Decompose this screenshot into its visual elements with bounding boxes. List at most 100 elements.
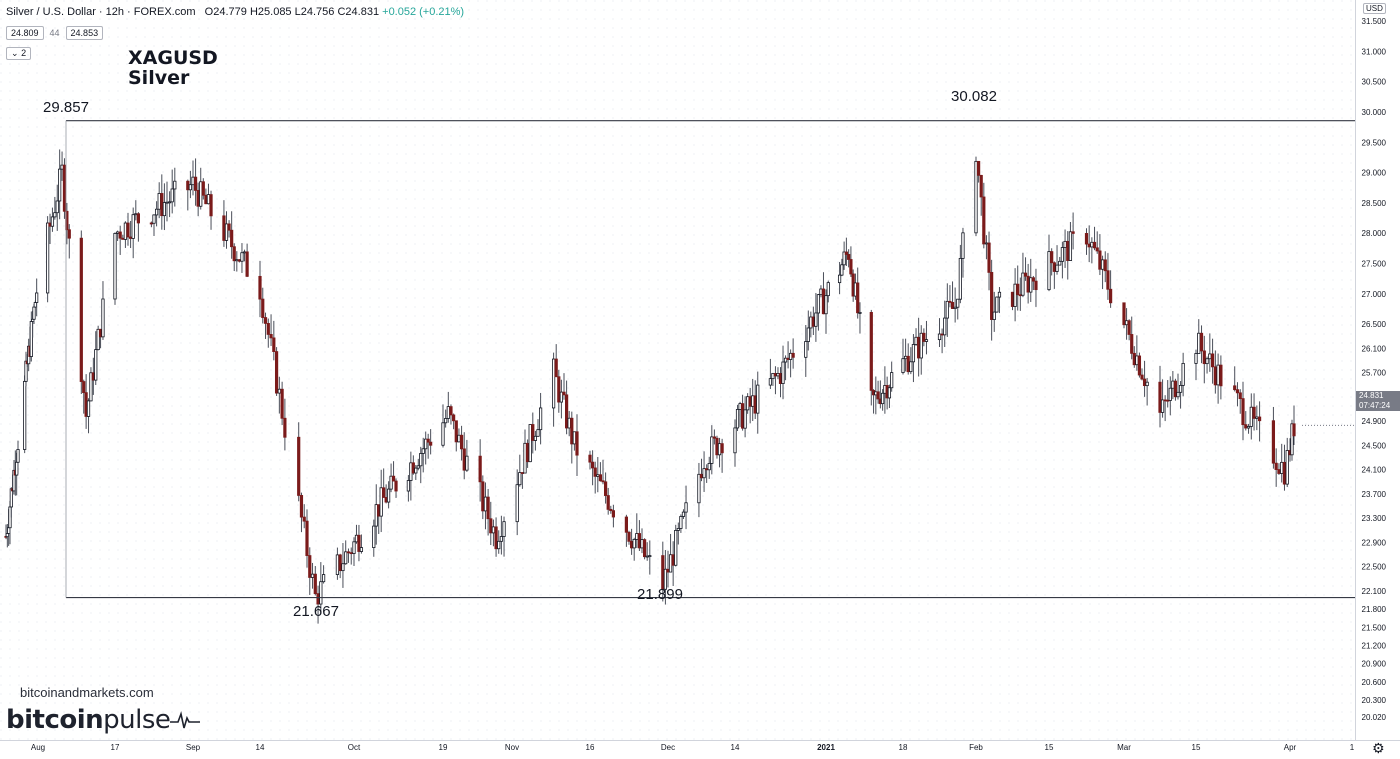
candle-body-up <box>457 434 461 443</box>
price-axis[interactable]: 31.500 31.000 30.500 30.000 29.500 29.000 28.5… <box>1362 17 1387 722</box>
candle-body-down <box>160 193 164 217</box>
ask-button[interactable]: 24.853 <box>65 26 104 40</box>
candle-body-down <box>346 551 351 554</box>
candle-body-up <box>58 168 62 202</box>
candle-body-up <box>1181 362 1185 386</box>
candle-body-up <box>55 200 59 214</box>
candle-body-down <box>1282 461 1287 485</box>
candle-body-down <box>791 352 795 358</box>
candle-body-down <box>1106 270 1110 290</box>
candle-body-up <box>995 296 999 313</box>
candle-body-down <box>1122 302 1126 326</box>
candle-body-up <box>446 406 450 419</box>
candle-body-up <box>826 282 830 297</box>
candle-body-down <box>987 242 991 273</box>
candle-body-up <box>131 214 135 239</box>
candle-body-up <box>1100 259 1105 270</box>
time-tick-label: 1 <box>1350 743 1355 752</box>
candle-body-down <box>454 420 458 443</box>
indicators-toggle[interactable]: ⌄ 2 <box>6 47 32 60</box>
candle-body-down <box>1252 406 1256 419</box>
candle-body-up <box>1124 320 1129 326</box>
candle-body-down <box>1235 389 1240 394</box>
candle-body-up <box>776 372 780 377</box>
high-value: 25.085 <box>257 6 292 18</box>
candle-body-up <box>961 232 965 259</box>
candle-body-down <box>62 164 67 212</box>
candle-body-down <box>643 539 647 558</box>
candle-body-down <box>391 475 396 482</box>
candle-body-down <box>1010 291 1015 307</box>
time-tick-label: 2021 <box>817 743 835 752</box>
gear-icon[interactable]: ⚙ <box>1372 740 1385 756</box>
time-axis[interactable]: Aug 17 Sep 14 Oct 19 Nov 16 Dec 14 2021 18 Feb 15 Mar 1… <box>31 743 1355 752</box>
candle-body-down <box>876 391 880 400</box>
candle-body-up <box>710 436 714 464</box>
candle-body-down <box>1199 332 1204 352</box>
price-tick-label: 22.500 <box>1362 563 1387 572</box>
candle-body-down <box>245 251 249 277</box>
candle-body-down <box>128 236 133 239</box>
candle-body-up <box>528 424 532 463</box>
candle-body-down <box>604 481 608 496</box>
time-tick-label: 19 <box>439 743 448 752</box>
candle-body-down <box>272 337 276 352</box>
price-tick-label: 24.100 <box>1362 466 1387 475</box>
candle-body-up <box>1135 355 1139 366</box>
candle-body-up <box>379 487 383 517</box>
candle-body-up <box>974 160 978 234</box>
candle-body-down <box>1274 462 1278 470</box>
candle-body-down <box>186 180 190 191</box>
candle-body-down <box>274 351 279 394</box>
currency-label[interactable]: USD <box>1363 3 1386 14</box>
candle-body-up <box>738 403 742 410</box>
candle-body-up <box>559 391 564 403</box>
candle-body-up <box>681 511 686 517</box>
candle-body-up <box>809 316 813 329</box>
candle-body-up <box>992 311 996 320</box>
candle-body-down <box>753 395 757 414</box>
candle-body-down <box>118 231 122 239</box>
candle-body-up <box>416 465 420 469</box>
candle-body-down <box>948 300 952 303</box>
bid-button[interactable]: 24.809 <box>6 26 44 40</box>
candle-body-down <box>773 373 778 377</box>
price-tick-label: 30.500 <box>1362 78 1387 87</box>
price-annotation: 21.899 <box>637 586 683 603</box>
candle-body-down <box>1095 247 1099 252</box>
candle-body-down <box>1142 378 1147 387</box>
candle-body-down <box>661 555 665 590</box>
candle-body-up <box>1176 391 1180 398</box>
candle-body-up <box>1063 240 1067 248</box>
candle-body-down <box>666 568 670 573</box>
candle-body-up <box>733 427 737 454</box>
price-annotation: 29.857 <box>43 99 89 116</box>
candle-body-down <box>1219 364 1223 387</box>
candle-body-up <box>1047 251 1051 291</box>
annotation-symbol: XAGUSD <box>128 47 218 69</box>
candle-body-down <box>357 534 361 552</box>
candle-body-down <box>705 468 709 471</box>
candle-body-up <box>1168 387 1172 401</box>
price-tick-label: 30.000 <box>1362 108 1387 117</box>
candle-body-up <box>635 533 639 540</box>
candle-body-up <box>16 449 20 463</box>
candle-body-up <box>679 516 683 529</box>
candle-body-down <box>459 434 464 450</box>
candle-body-up <box>53 212 57 218</box>
candle-body-down <box>429 441 433 446</box>
candle-body-up <box>242 251 247 254</box>
candle-body-up <box>640 539 644 549</box>
candle-body-down <box>1052 262 1056 272</box>
candle-body-up <box>1029 277 1033 293</box>
candle-body-up <box>123 222 127 240</box>
candle-body-up <box>518 472 522 486</box>
change-value: +0.052 (+0.21%) <box>382 6 465 18</box>
price-tick-label: 20.600 <box>1362 678 1387 687</box>
candle-body-down <box>1166 399 1170 402</box>
price-tick-label: 28.000 <box>1362 229 1387 238</box>
candle-body-down <box>849 259 853 275</box>
candle-body-down <box>786 357 790 360</box>
candle-body-down <box>1087 243 1091 248</box>
